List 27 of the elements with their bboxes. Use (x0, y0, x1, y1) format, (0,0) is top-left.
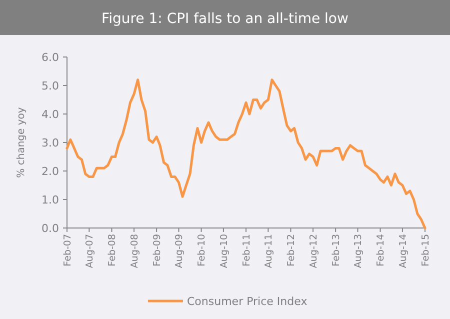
y-axis-title: % change yoy (16, 107, 27, 178)
x-tick-label: Feb-12 (286, 234, 298, 266)
y-tick-label: 0.0 (42, 222, 59, 235)
y-tick-label: 3.0 (42, 136, 59, 150)
x-tick-label: Feb-10 (196, 234, 208, 266)
y-tick-label: 1.0 (42, 193, 59, 206)
y-tick-label: 5.0 (42, 79, 59, 92)
x-tick-label: Aug-11 (264, 234, 274, 268)
x-tick-label: Feb-13 (330, 234, 342, 266)
x-tick-label: Aug-10 (218, 234, 230, 268)
y-tick-label: 4.0 (42, 108, 59, 121)
x-tick-label: Aug-07 (84, 234, 96, 268)
x-tick-label: Aug-09 (174, 234, 186, 268)
x-tick-label: Feb-08 (107, 234, 118, 266)
x-tick-label: Aug-08 (129, 234, 140, 268)
x-tick-label: Aug-13 (353, 234, 364, 268)
x-tick-label: Aug-12 (308, 234, 320, 268)
x-tick-label: Aug-14 (398, 234, 409, 268)
legend-label: Consumer Price Index (187, 294, 308, 308)
x-tick-label: Feb-14 (376, 234, 387, 266)
x-tick-label: Feb-07 (62, 234, 74, 266)
x-tick-label: Feb-09 (152, 234, 163, 266)
chart-title: Figure 1: CPI falls to an all-time low (102, 11, 348, 27)
y-tick-label: 6.0 (42, 50, 59, 64)
y-tick-label: 2.0 (42, 164, 59, 178)
x-tick-label: Feb-11 (241, 234, 252, 266)
x-tick-label: Feb-15 (420, 234, 432, 266)
